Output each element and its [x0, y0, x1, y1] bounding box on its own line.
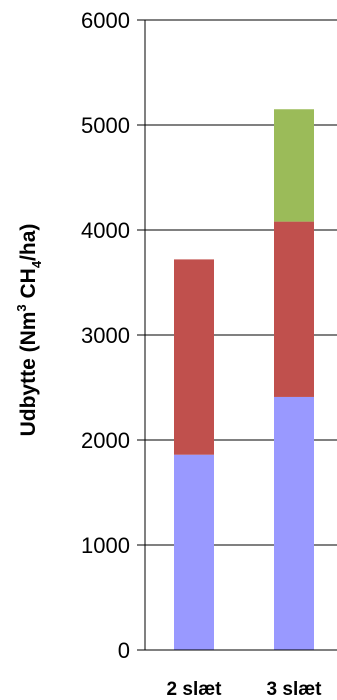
bar-segment: [274, 109, 314, 222]
y-axis-title-mid: CH: [17, 268, 40, 304]
y-tick-label: 4000: [81, 218, 130, 243]
y-tick-label: 2000: [81, 428, 130, 453]
y-axis-title: Udbytte (Nm3 CH4/ha): [14, 224, 44, 437]
y-tick-label: 3000: [81, 323, 130, 348]
y-axis-title-sup: 3: [14, 304, 29, 311]
x-category-labels: 2 slæt 3 slæt: [167, 679, 323, 700]
y-axis-title-main: Udbytte (Nm: [17, 312, 40, 437]
x-category-label: 2 slæt: [167, 679, 223, 700]
bar-segment: [274, 221, 314, 397]
bar-segment: [174, 259, 214, 455]
y-axis-title-sub: 4: [29, 260, 44, 268]
bar-segment: [174, 454, 214, 650]
y-axis-title-end: /ha): [17, 224, 40, 261]
y-tick-label: 5000: [81, 113, 130, 138]
y-tick-labels: 0 1000 2000 3000 4000 5000 6000: [81, 8, 130, 663]
y-tick-label: 0: [118, 638, 130, 663]
x-category-label: 3 slæt: [267, 679, 323, 700]
bar-segment: [274, 396, 314, 650]
y-tick-marks: [137, 19, 145, 651]
bars: [174, 109, 314, 650]
y-tick-label: 1000: [81, 533, 130, 558]
y-tick-label: 6000: [81, 8, 130, 33]
